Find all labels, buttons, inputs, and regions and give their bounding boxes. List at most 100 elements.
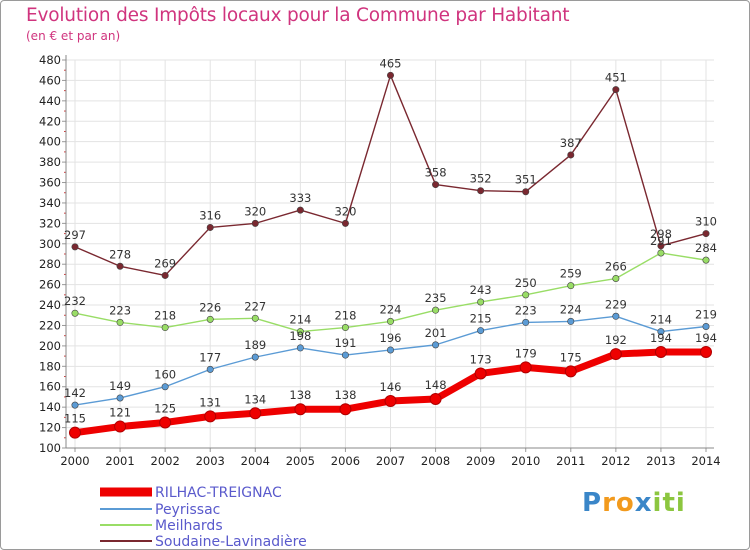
y-tick-label: 180 <box>39 359 61 373</box>
data-label-rilhac-treignac: 125 <box>154 401 176 415</box>
data-point-meilhards <box>116 318 124 326</box>
data-label-rilhac-treignac: 194 <box>650 331 672 345</box>
data-label-peyrissac: 215 <box>470 312 492 326</box>
data-point-meilhards <box>612 275 620 283</box>
data-label-meilhards: 214 <box>289 313 311 327</box>
data-point-soudaine-lavinadi-re <box>341 219 349 227</box>
data-point-soudaine-lavinadi-re <box>296 206 304 214</box>
data-label-rilhac-treignac: 131 <box>199 395 221 409</box>
data-label-meilhards: 235 <box>425 291 447 305</box>
data-point-rilhac-treignac <box>654 346 667 359</box>
data-point-meilhards <box>432 306 440 314</box>
data-label-soudaine-lavinadi-re: 387 <box>560 136 582 150</box>
data-label-soudaine-lavinadi-re: 297 <box>64 228 86 242</box>
y-tick-label: 220 <box>39 318 61 332</box>
x-tick-label: 2011 <box>556 454 585 468</box>
x-tick-label: 2012 <box>601 454 630 468</box>
x-tick-label: 2009 <box>466 454 495 468</box>
data-point-rilhac-treignac <box>474 367 487 380</box>
data-point-rilhac-treignac <box>700 346 712 359</box>
data-point-peyrissac <box>296 344 304 352</box>
x-tick-label: 2004 <box>241 454 270 468</box>
data-point-soudaine-lavinadi-re <box>161 271 169 279</box>
data-point-peyrissac <box>477 327 485 335</box>
data-label-rilhac-treignac: 146 <box>380 380 402 394</box>
data-label-meilhards: 259 <box>560 267 582 281</box>
data-label-peyrissac: 191 <box>334 336 356 350</box>
data-label-meilhards: 232 <box>64 294 86 308</box>
data-point-meilhards <box>161 324 169 332</box>
y-tick-label: 280 <box>39 257 61 271</box>
data-label-peyrissac: 229 <box>605 297 627 311</box>
data-point-rilhac-treignac <box>249 407 262 420</box>
y-tick-label: 400 <box>39 135 61 149</box>
x-tick-label: 2008 <box>421 454 450 468</box>
data-point-rilhac-treignac <box>519 361 532 374</box>
data-label-meilhards: 284 <box>695 241 717 255</box>
logo-letter: i <box>675 488 686 518</box>
data-point-soudaine-lavinadi-re <box>116 262 124 270</box>
data-label-soudaine-lavinadi-re: 316 <box>199 208 221 222</box>
x-tick-label: 2001 <box>105 454 134 468</box>
data-label-soudaine-lavinadi-re: 278 <box>109 247 131 261</box>
data-point-soudaine-lavinadi-re <box>477 187 485 195</box>
data-point-rilhac-treignac <box>384 395 397 408</box>
data-point-meilhards <box>341 324 349 332</box>
y-tick-label: 460 <box>39 73 61 87</box>
data-label-rilhac-treignac: 138 <box>334 388 356 402</box>
data-label-meilhards: 223 <box>109 303 131 317</box>
data-label-peyrissac: 223 <box>515 303 537 317</box>
data-point-rilhac-treignac <box>429 392 442 405</box>
data-label-rilhac-treignac: 194 <box>695 331 717 345</box>
data-point-rilhac-treignac <box>564 365 577 378</box>
legend-label: RILHAC-TREIGNAC <box>155 485 282 501</box>
data-label-peyrissac: 149 <box>109 379 131 393</box>
data-point-peyrissac <box>522 318 530 326</box>
logo-letter: i <box>652 488 663 518</box>
data-label-soudaine-lavinadi-re: 269 <box>154 256 176 270</box>
legend-label: Meilhards <box>155 518 223 534</box>
data-point-soudaine-lavinadi-re <box>251 219 259 227</box>
data-point-meilhards <box>702 256 710 264</box>
data-label-soudaine-lavinadi-re: 451 <box>605 71 627 85</box>
data-point-peyrissac <box>657 328 665 336</box>
data-label-rilhac-treignac: 148 <box>425 378 447 392</box>
data-label-soudaine-lavinadi-re: 298 <box>650 227 672 241</box>
data-point-peyrissac <box>386 346 394 354</box>
data-point-soudaine-lavinadi-re <box>567 151 575 159</box>
logo-letter: r <box>602 488 616 518</box>
data-label-meilhards: 291 <box>650 234 672 248</box>
x-tick-label: 2002 <box>151 454 180 468</box>
data-label-rilhac-treignac: 179 <box>515 346 537 360</box>
data-label-soudaine-lavinadi-re: 310 <box>695 215 717 229</box>
data-label-meilhards: 224 <box>380 302 402 316</box>
series-lines <box>69 71 712 439</box>
data-label-peyrissac: 214 <box>650 313 672 327</box>
data-point-meilhards <box>296 328 304 336</box>
data-point-peyrissac <box>116 394 124 402</box>
data-label-meilhards: 226 <box>199 300 221 314</box>
data-label-soudaine-lavinadi-re: 333 <box>289 191 311 205</box>
x-tick-label: 2003 <box>196 454 225 468</box>
data-point-peyrissac <box>612 312 620 320</box>
data-point-meilhards <box>657 249 665 257</box>
data-point-soudaine-lavinadi-re <box>522 188 530 196</box>
legend-label: Soudaine-Lavinadière <box>155 534 307 550</box>
data-point-soudaine-lavinadi-re <box>386 71 394 79</box>
x-tick-label: 2000 <box>60 454 89 468</box>
data-label-meilhards: 250 <box>515 276 537 290</box>
chart-subtitle: (en € et par an) <box>26 29 121 43</box>
data-point-rilhac-treignac <box>609 348 622 361</box>
chart-title: Evolution des Impôts locaux pour la Comm… <box>26 5 570 26</box>
data-label-soudaine-lavinadi-re: 358 <box>425 166 447 180</box>
data-label-rilhac-treignac: 134 <box>244 392 266 406</box>
data-point-meilhards <box>206 315 214 323</box>
y-tick-label: 120 <box>39 421 61 435</box>
data-point-meilhards <box>71 309 79 317</box>
data-label-peyrissac: 142 <box>64 386 86 400</box>
y-axis-ticks: 100 120 140 160 180 200 220 240 260 280 300 320 340 3… <box>39 53 61 455</box>
x-tick-label: 2007 <box>376 454 405 468</box>
logo-letter: P <box>582 488 603 518</box>
data-label-rilhac-treignac: 121 <box>109 406 131 420</box>
